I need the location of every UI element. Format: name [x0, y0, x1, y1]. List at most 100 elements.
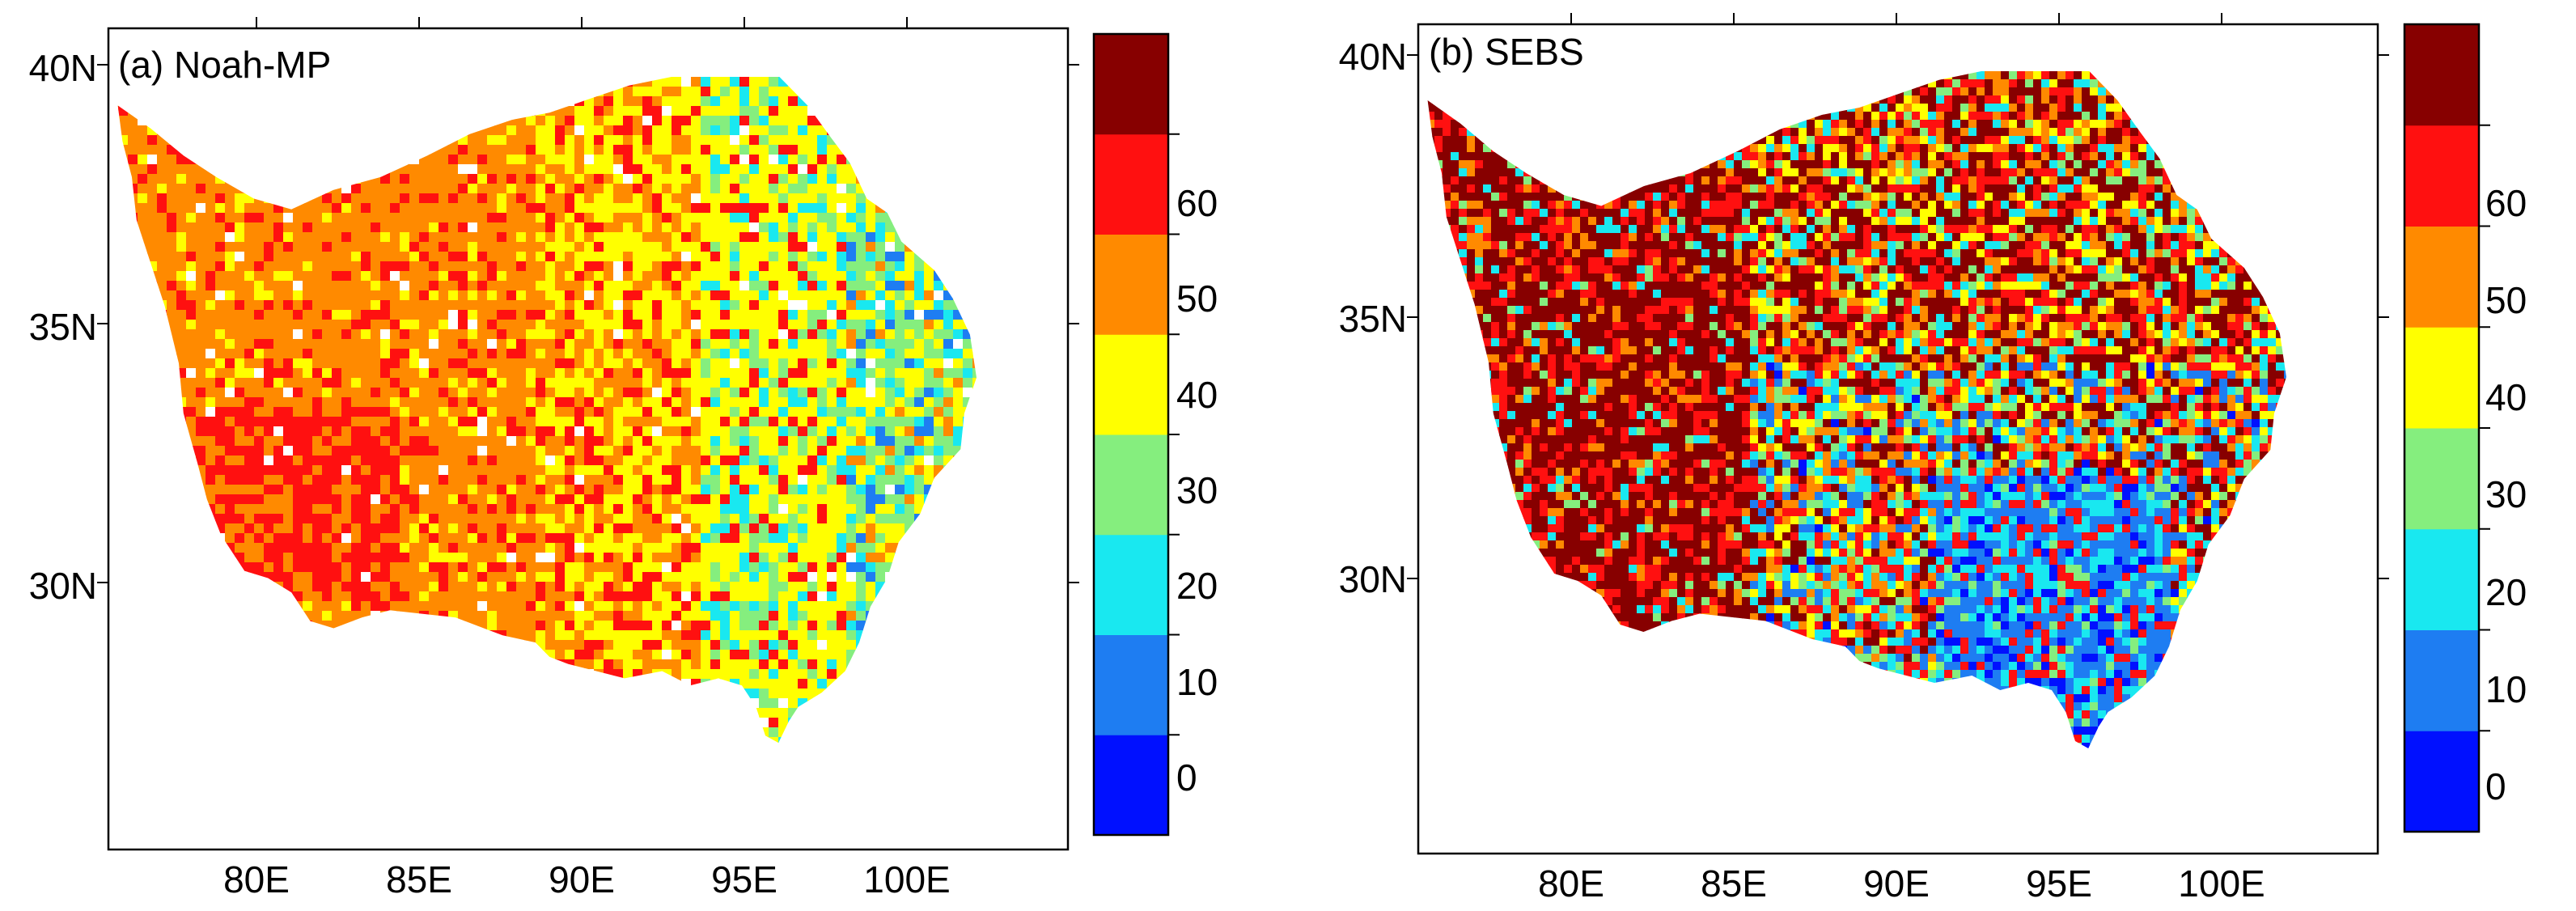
map-cell: [448, 281, 459, 291]
map-cell: [458, 368, 468, 379]
map-cell: [312, 368, 323, 379]
map-cell: [827, 300, 837, 311]
map-cell: [613, 155, 624, 165]
map-cell: [506, 533, 517, 544]
map-cell: [905, 310, 915, 320]
map-cell: [273, 533, 284, 544]
map-cell: [458, 320, 468, 330]
map-cell: [856, 281, 866, 291]
map-cell: [555, 572, 566, 583]
map-cell: [604, 203, 614, 214]
map-cell: [584, 523, 595, 534]
map-cell: [322, 281, 333, 291]
map-cell: [672, 232, 682, 243]
map-cell: [536, 523, 546, 534]
map-cell: [536, 368, 546, 379]
map-cell: [681, 436, 692, 447]
map-cell: [584, 329, 595, 340]
map-cell: [739, 378, 750, 388]
map-cell: [604, 378, 614, 388]
map-cell: [341, 213, 352, 223]
map-cell: [341, 388, 352, 398]
map-cell: [749, 397, 760, 408]
map-cell: [506, 436, 517, 447]
map-cell: [341, 417, 352, 427]
map-cell: [807, 213, 818, 223]
map-cell: [283, 494, 294, 505]
map-cell: [574, 300, 585, 311]
map-cell: [875, 543, 886, 553]
map-cell: [196, 310, 206, 320]
map-cell: [497, 125, 507, 136]
map-cell: [380, 261, 391, 272]
map-cell: [662, 436, 672, 447]
map-cell: [701, 261, 711, 272]
map-cell: [846, 388, 857, 398]
map-cell: [594, 329, 604, 340]
map-cell: [846, 378, 857, 388]
map-cell: [710, 349, 721, 359]
map-cell: [303, 213, 313, 223]
map-cell: [662, 485, 672, 495]
map-cell: [798, 125, 808, 136]
map-cell: [837, 203, 847, 214]
map-cell: [225, 494, 235, 505]
map-cell: [458, 417, 468, 427]
map-cell: [361, 320, 371, 330]
map-cell: [283, 523, 294, 534]
map-cell: [914, 358, 925, 369]
map-cell: [584, 485, 595, 495]
map-cell: [798, 485, 808, 495]
map-cell: [477, 329, 488, 340]
map-cell: [574, 523, 585, 534]
map-cell: [186, 242, 197, 252]
map-cell: [565, 572, 575, 583]
map-cell: [623, 203, 633, 214]
map-cell: [837, 504, 847, 515]
map-cell: [866, 407, 876, 417]
map-cell: [594, 106, 604, 117]
map-cell: [623, 320, 633, 330]
map-cell: [264, 426, 274, 437]
map-cell: [458, 494, 468, 505]
map-cell: [623, 164, 633, 175]
map-cell: [807, 494, 818, 505]
map-cell: [283, 271, 294, 282]
map-cell: [205, 456, 216, 466]
map-cell: [429, 300, 439, 311]
map-cell: [866, 485, 876, 495]
map-cell: [419, 426, 430, 437]
map-cell: [361, 562, 371, 573]
map-cell: [681, 456, 692, 466]
map-cell: [497, 164, 507, 175]
map-cell: [905, 271, 915, 282]
map-cell: [536, 388, 546, 398]
map-cell: [235, 213, 245, 223]
map-cell: [866, 397, 876, 408]
map-cell: [730, 329, 740, 340]
map-cell: [895, 281, 905, 291]
map-cell: [176, 290, 187, 301]
map-cell: [380, 368, 391, 379]
map-cell: [545, 368, 556, 379]
map-cell: [341, 320, 352, 330]
map-cell: [691, 446, 701, 456]
map-cell: [866, 310, 876, 320]
map-cell: [701, 329, 711, 340]
map-cell: [186, 193, 197, 204]
map-cell: [244, 562, 255, 573]
map-cell: [536, 446, 546, 456]
map-cell: [565, 242, 575, 252]
map-cell: [341, 553, 352, 563]
map-cell: [934, 446, 944, 456]
map-cell: [807, 523, 818, 534]
map-cell: [914, 417, 925, 427]
map-cell: [487, 125, 498, 136]
map-cell: [584, 174, 595, 184]
map-cell: [332, 572, 342, 583]
map-cell: [604, 388, 614, 398]
map-cell: [283, 300, 294, 311]
map-cell: [701, 456, 711, 466]
map-cell: [400, 465, 410, 476]
map-cell: [419, 281, 430, 291]
